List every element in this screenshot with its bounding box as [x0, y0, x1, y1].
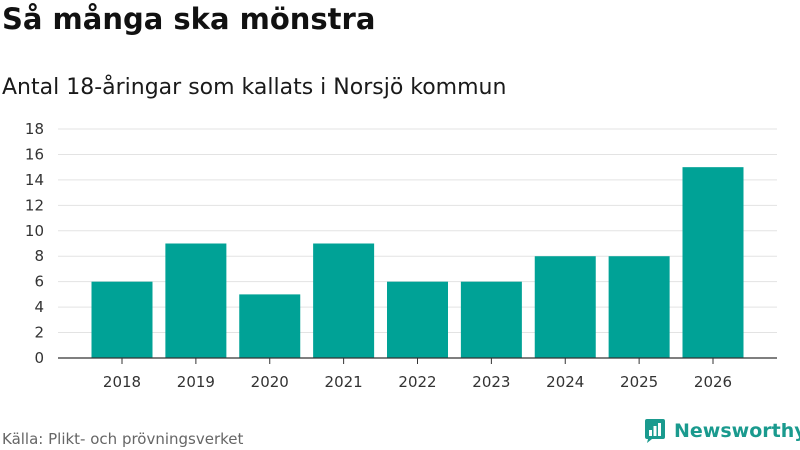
x-tick-label-2021: 2021 [325, 373, 363, 391]
y-tick-label-16: 16 [25, 145, 44, 163]
y-tick-label-8: 8 [34, 247, 44, 265]
x-tick-label-2026: 2026 [694, 373, 732, 391]
y-tick-label-0: 0 [34, 349, 44, 367]
bars [91, 167, 744, 358]
x-tick-label-2023: 2023 [472, 373, 510, 391]
chart-title: Så många ska mönstra [2, 2, 376, 36]
bar-2023 [460, 281, 522, 358]
source-note: Källa: Plikt- och prövningsverket [2, 430, 244, 448]
y-tick-label-18: 18 [25, 120, 44, 138]
chart-subtitle: Antal 18-åringar som kallats i Norsjö ko… [2, 75, 507, 100]
bar-2022 [387, 281, 448, 358]
bar-2019 [165, 243, 227, 358]
x-tick-label-2020: 2020 [251, 373, 289, 391]
bar-2025 [608, 256, 670, 358]
y-tick-label-4: 4 [34, 298, 44, 316]
axes [58, 357, 777, 364]
y-tick-labels: 0 2 4 6 8 10 12 14 16 18 [25, 120, 44, 367]
y-tick-label-2: 2 [34, 324, 44, 342]
y-tick-label-14: 14 [25, 171, 44, 189]
bar-2020 [239, 294, 301, 358]
y-tick-label-6: 6 [34, 273, 44, 291]
newsworthy-logo: Newsworthy [643, 418, 800, 444]
bar-2018 [91, 281, 153, 358]
bar-2024 [534, 256, 596, 358]
brand-name: Newsworthy [674, 420, 800, 442]
y-tick-label-12: 12 [25, 196, 44, 214]
bar-2026 [682, 167, 744, 358]
y-tick-label-10: 10 [25, 222, 44, 240]
x-tick-label-2025: 2025 [620, 373, 658, 391]
x-tick-labels: 2018 2019 2020 2021 2022 2023 2024 2025 2026 [103, 373, 732, 391]
x-tick-label-2022: 2022 [398, 373, 436, 391]
bar-2021 [313, 243, 375, 358]
x-tick-label-2024: 2024 [546, 373, 584, 391]
newsworthy-logo-icon [645, 419, 665, 443]
x-tick-label-2018: 2018 [103, 373, 141, 391]
x-tick-label-2019: 2019 [177, 373, 215, 391]
